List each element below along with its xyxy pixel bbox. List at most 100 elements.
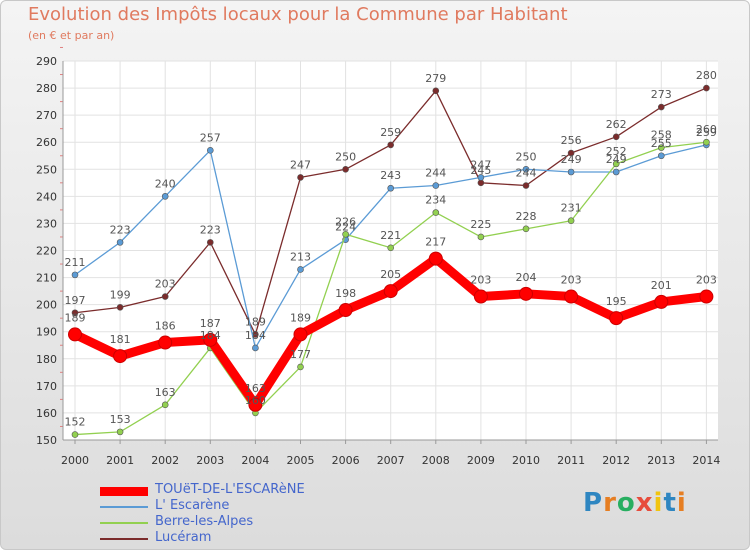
data-label: 245 (470, 164, 491, 177)
data-point-3 (116, 304, 124, 311)
data-point-2 (657, 144, 665, 151)
data-label: 177 (290, 348, 311, 361)
data-label: 247 (290, 158, 311, 171)
data-label: 163 (245, 382, 266, 395)
data-point-1 (522, 165, 530, 173)
data-label: 250 (335, 150, 356, 163)
x-tick-label: 2009 (467, 454, 495, 467)
proxiti-logo: Proxiti (583, 488, 687, 518)
data-point-0 (699, 289, 714, 304)
x-tick-label: 2006 (332, 454, 360, 467)
data-label: 221 (380, 229, 401, 242)
data-label: 203 (155, 278, 176, 291)
data-point-1 (612, 168, 620, 176)
data-label: 160 (245, 394, 266, 407)
data-point-2 (567, 217, 575, 225)
data-point-0 (293, 327, 308, 342)
data-label: 198 (335, 287, 356, 300)
data-point-3 (71, 309, 79, 317)
data-label: 257 (200, 131, 221, 144)
data-label: 199 (110, 288, 131, 301)
data-point-1 (387, 184, 395, 192)
data-label: 186 (155, 320, 176, 333)
data-label: 189 (245, 315, 266, 328)
data-point-2 (612, 160, 620, 168)
y-tick-label: 210 (36, 272, 57, 285)
data-point-3 (432, 87, 440, 95)
data-label: 223 (200, 223, 221, 236)
x-tick-label: 2000 (61, 454, 89, 467)
data-point-3 (612, 133, 620, 141)
legend-swatch (100, 522, 148, 524)
data-point-3 (207, 239, 214, 246)
data-label: 249 (561, 153, 582, 166)
data-label: 203 (561, 274, 582, 287)
data-label: 184 (200, 329, 221, 342)
data-label: 273 (651, 88, 672, 101)
y-tick-label: 150 (36, 434, 57, 447)
data-point-0 (248, 397, 263, 412)
data-point-2 (387, 244, 395, 252)
data-label: 244 (425, 167, 446, 180)
x-tick-label: 2012 (602, 454, 630, 467)
data-point-0 (519, 286, 533, 301)
x-tick-label: 2010 (512, 454, 540, 467)
legend-label: Lucéram (155, 530, 212, 545)
x-tick-label: 2003 (196, 454, 224, 467)
y-tick-label: 180 (36, 353, 57, 366)
data-point-0 (654, 294, 669, 309)
data-label: 225 (470, 218, 491, 231)
legend-swatch (100, 486, 148, 496)
data-label: 217 (425, 236, 446, 249)
data-point-0 (203, 332, 218, 347)
legend-label: Berre-les-Alpes (155, 514, 254, 529)
data-point-1 (207, 147, 214, 154)
data-label: 250 (516, 150, 537, 163)
data-point-2 (161, 401, 169, 409)
chart-title: Evolution des Impôts locaux pour la Comm… (28, 4, 568, 25)
data-point-0 (609, 311, 624, 326)
data-point-2 (116, 428, 124, 436)
y-tick-label: 220 (36, 245, 57, 258)
data-label: 226 (335, 215, 356, 228)
y-tick-label: 280 (36, 82, 57, 95)
data-point-3 (387, 141, 395, 149)
data-label: 203 (696, 274, 717, 287)
legend-swatch (100, 506, 148, 508)
data-label: 197 (65, 294, 86, 307)
data-label: 153 (110, 413, 131, 426)
y-tick-label: 260 (36, 136, 57, 149)
data-label: 259 (696, 126, 717, 139)
data-label: 228 (516, 210, 537, 223)
data-point-1 (252, 344, 259, 352)
y-tick-label: 250 (36, 163, 57, 176)
x-tick-label: 2014 (692, 454, 720, 467)
data-label: 247 (470, 158, 491, 171)
data-point-1 (71, 271, 79, 279)
data-point-0 (338, 303, 353, 318)
x-tick-label: 2007 (377, 454, 405, 467)
x-tick-label: 2001 (106, 454, 134, 467)
data-point-2 (522, 225, 530, 233)
data-label: 243 (380, 169, 401, 182)
data-point-0 (473, 289, 488, 304)
x-tick-label: 2008 (422, 454, 450, 467)
data-point-1 (297, 266, 304, 273)
data-label: 205 (380, 268, 401, 281)
data-point-1 (567, 168, 575, 176)
x-tick-label: 2013 (647, 454, 675, 467)
data-point-3 (297, 174, 304, 181)
data-point-3 (657, 103, 665, 111)
data-label: 280 (696, 69, 717, 82)
data-label: 189 (65, 311, 86, 324)
data-label: 184 (245, 329, 266, 342)
data-point-0 (68, 327, 82, 342)
x-tick-label: 2002 (151, 454, 179, 467)
data-label: 252 (606, 145, 627, 158)
data-label: 213 (290, 250, 311, 263)
y-tick-label: 270 (36, 109, 57, 122)
data-point-2 (297, 363, 304, 371)
data-point-2 (477, 233, 485, 241)
x-tick-label: 2005 (287, 454, 315, 467)
data-point-3 (703, 84, 710, 92)
